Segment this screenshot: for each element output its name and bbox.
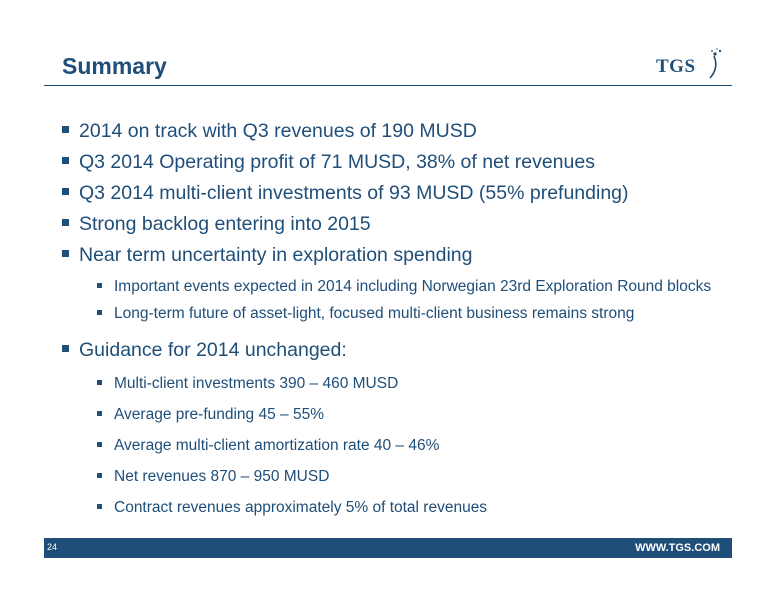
sub-bullet-text: Net revenues 870 – 950 MUSD <box>114 468 330 485</box>
page-number: 24 <box>47 542 58 552</box>
bullet-item: Q3 2014 Operating profit of 71 MUSD, 38%… <box>62 151 732 174</box>
sub-bullet-text: Average multi-client amortization rate 4… <box>114 437 440 454</box>
sub-bullet-square-icon <box>97 411 102 416</box>
bullet-item: Near term uncertainty in exploration spe… <box>62 244 732 267</box>
bullet-item: 2014 on track with Q3 revenues of 190 MU… <box>62 120 732 143</box>
bullet-square-icon <box>62 250 69 257</box>
sub-bullet-text: Long-term future of asset-light, focused… <box>114 305 635 322</box>
bullet-text: Strong backlog entering into 2015 <box>79 213 371 235</box>
sub-bullet-item: Net revenues 870 – 950 MUSD <box>97 467 732 487</box>
sub-bullet-item: Contract revenues approximately 5% of to… <box>97 498 732 518</box>
bullet-text: Q3 2014 multi-client investments of 93 M… <box>79 182 629 204</box>
sub-bullet-item: Multi-client investments 390 – 460 MUSD <box>97 374 732 394</box>
footer-url: WWW.TGS.COM <box>635 542 720 554</box>
sub-bullet-square-icon <box>97 380 102 385</box>
bullet-square-icon <box>62 157 69 164</box>
sub-bullet-square-icon <box>97 442 102 447</box>
bullet-text: Near term uncertainty in exploration spe… <box>79 244 473 266</box>
bullet-square-icon <box>62 219 69 226</box>
logo-text: TGS <box>656 56 696 77</box>
sub-bullet-text: Contract revenues approximately 5% of to… <box>114 499 488 516</box>
sub-bullet-text: Average pre-funding 45 – 55% <box>114 406 324 423</box>
sub-bullet-text: Important events expected in 2014 includ… <box>114 278 712 295</box>
bullet-item: Strong backlog entering into 2015 <box>62 213 732 236</box>
logo-swoosh-icon <box>709 48 722 79</box>
sub-bullet-square-icon <box>97 473 102 478</box>
bullet-square-icon <box>62 126 69 133</box>
sub-bullet-text: Multi-client investments 390 – 460 MUSD <box>114 375 399 392</box>
bullet-item: Q3 2014 multi-client investments of 93 M… <box>62 182 732 205</box>
sub-bullet-item: Important events expected in 2014 includ… <box>97 277 732 297</box>
sub-bullet-square-icon <box>97 283 102 288</box>
sub-bullet-item: Long-term future of asset-light, focused… <box>97 304 732 324</box>
title-divider <box>44 85 732 86</box>
bullet-text: Q3 2014 Operating profit of 71 MUSD, 38%… <box>79 151 595 173</box>
bullet-text: 2014 on track with Q3 revenues of 190 MU… <box>79 120 477 142</box>
slide-title: Summary <box>62 53 167 79</box>
bullet-text: Guidance for 2014 unchanged: <box>79 339 347 361</box>
sub-bullet-item: Average pre-funding 45 – 55% <box>97 405 732 425</box>
bullet-square-icon <box>62 188 69 195</box>
bullet-list: 2014 on track with Q3 revenues of 190 MU… <box>62 120 732 518</box>
sub-bullet-square-icon <box>97 310 102 315</box>
bullet-square-icon <box>62 345 69 352</box>
tgs-logo: TGS <box>656 48 726 82</box>
bullet-item: Guidance for 2014 unchanged: <box>62 339 732 362</box>
footer-bar: 24 WWW.TGS.COM <box>44 538 732 558</box>
sub-bullet-square-icon <box>97 504 102 509</box>
sub-bullet-item: Average multi-client amortization rate 4… <box>97 436 732 456</box>
